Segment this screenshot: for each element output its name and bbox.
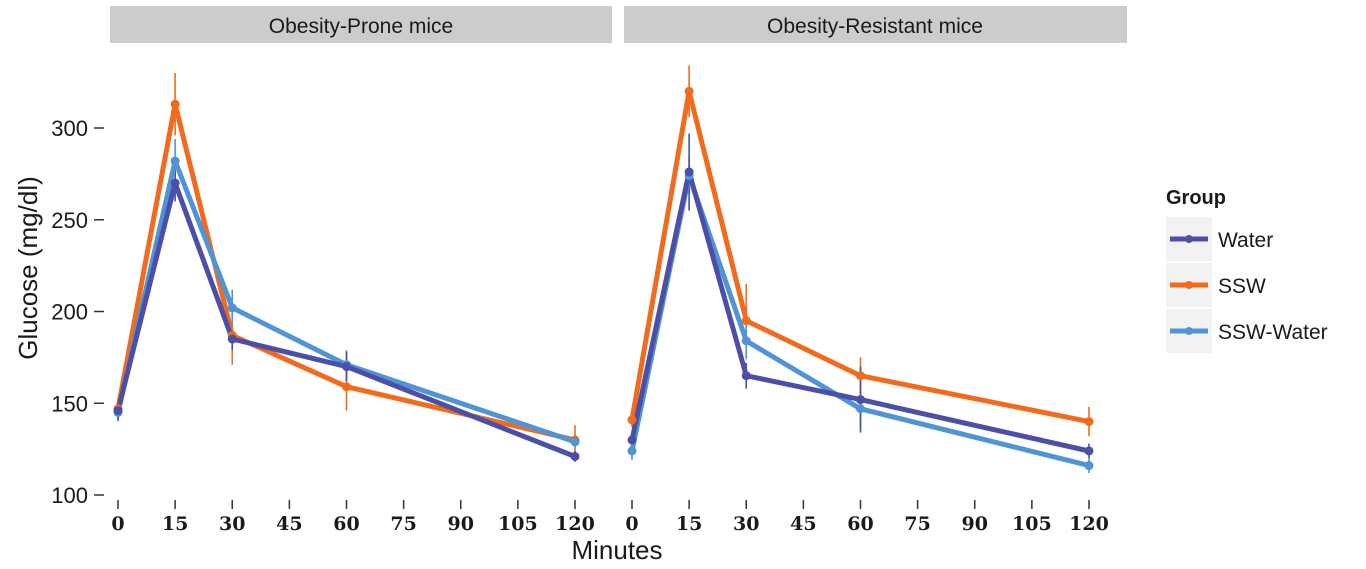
x-tick-label: 30 [219, 513, 245, 535]
panel-1-plot [113, 72, 580, 462]
x-axis-panel-1: 0 15 30 45 60 75 90 105 120 [111, 500, 595, 535]
data-point-ssw-water [627, 446, 637, 456]
panel-2-strip [624, 6, 1127, 43]
x-axis-title: Minutes [571, 535, 662, 565]
data-point-ssw [856, 371, 865, 381]
data-point-ssw [684, 86, 694, 96]
data-point-water [741, 371, 751, 381]
legend-label-ssw-water: SSW-Water [1218, 321, 1328, 344]
x-tick-label: 30 [733, 513, 759, 535]
legend: Group Water SSW SSW-Water [1166, 187, 1328, 353]
data-point-ssw-water [856, 404, 865, 414]
x-tick-label: 120 [555, 513, 595, 535]
y-tick-label: 300 [51, 116, 88, 141]
y-tick-label: 200 [51, 300, 88, 325]
data-point-ssw-water [227, 303, 237, 313]
series-line-water [115, 180, 576, 459]
legend-key-point-ssw-water [1185, 327, 1193, 335]
x-tick-label: 75 [904, 513, 930, 535]
panel-1-strip [110, 6, 612, 43]
data-point-ssw [342, 382, 351, 392]
x-tick-label: 120 [1069, 513, 1109, 535]
x-tick-label: 15 [162, 513, 188, 535]
data-point-ssw [627, 415, 637, 425]
panel-1-title: Obesity-Prone mice [269, 15, 453, 38]
data-point-water [113, 406, 123, 416]
x-tick-label: 60 [847, 513, 873, 535]
x-axis-panel-2: 0 15 30 45 60 75 90 105 120 [625, 500, 1109, 535]
legend-label-water: Water [1218, 229, 1273, 252]
legend-key-point-water [1185, 235, 1193, 243]
data-point-water [684, 167, 694, 177]
panel-2-title: Obesity-Resistant mice [767, 15, 983, 38]
y-tick-label: 100 [51, 483, 88, 508]
data-point-ssw [1084, 417, 1094, 427]
x-tick-label: 105 [1012, 513, 1052, 535]
x-tick-label: 0 [625, 513, 638, 535]
x-tick-label: 90 [962, 513, 988, 535]
data-point-water [856, 395, 865, 405]
data-point-water [170, 178, 180, 188]
x-tick-label: 45 [790, 513, 816, 535]
legend-title: Group [1166, 187, 1226, 209]
data-point-ssw-water [570, 437, 580, 447]
x-tick-label: 75 [390, 513, 416, 535]
x-tick-label: 60 [333, 513, 359, 535]
x-tick-label: 45 [276, 513, 302, 535]
x-tick-label: 15 [676, 513, 702, 535]
legend-label-ssw: SSW [1218, 275, 1266, 298]
x-tick-label: 0 [111, 513, 124, 535]
data-point-ssw [741, 316, 751, 326]
data-point-ssw [170, 99, 180, 109]
data-point-ssw-water [1084, 461, 1094, 471]
data-point-water [570, 451, 580, 461]
x-tick-label: 90 [448, 513, 474, 535]
data-point-water [627, 435, 637, 445]
legend-key-point-ssw [1185, 281, 1193, 289]
y-tick-label: 250 [51, 208, 88, 233]
x-tick-label: 105 [498, 513, 538, 535]
y-axis: 100 150 200 250 300 [51, 116, 104, 508]
y-tick-label: 150 [51, 391, 88, 416]
data-point-water [227, 334, 237, 344]
data-point-water [1084, 446, 1094, 456]
data-point-ssw-water [170, 156, 180, 166]
y-axis-title: Glucose (mg/dl) [13, 176, 43, 360]
data-point-water [342, 362, 351, 372]
data-point-ssw-water [741, 336, 751, 346]
panel-2-plot [627, 65, 1094, 473]
